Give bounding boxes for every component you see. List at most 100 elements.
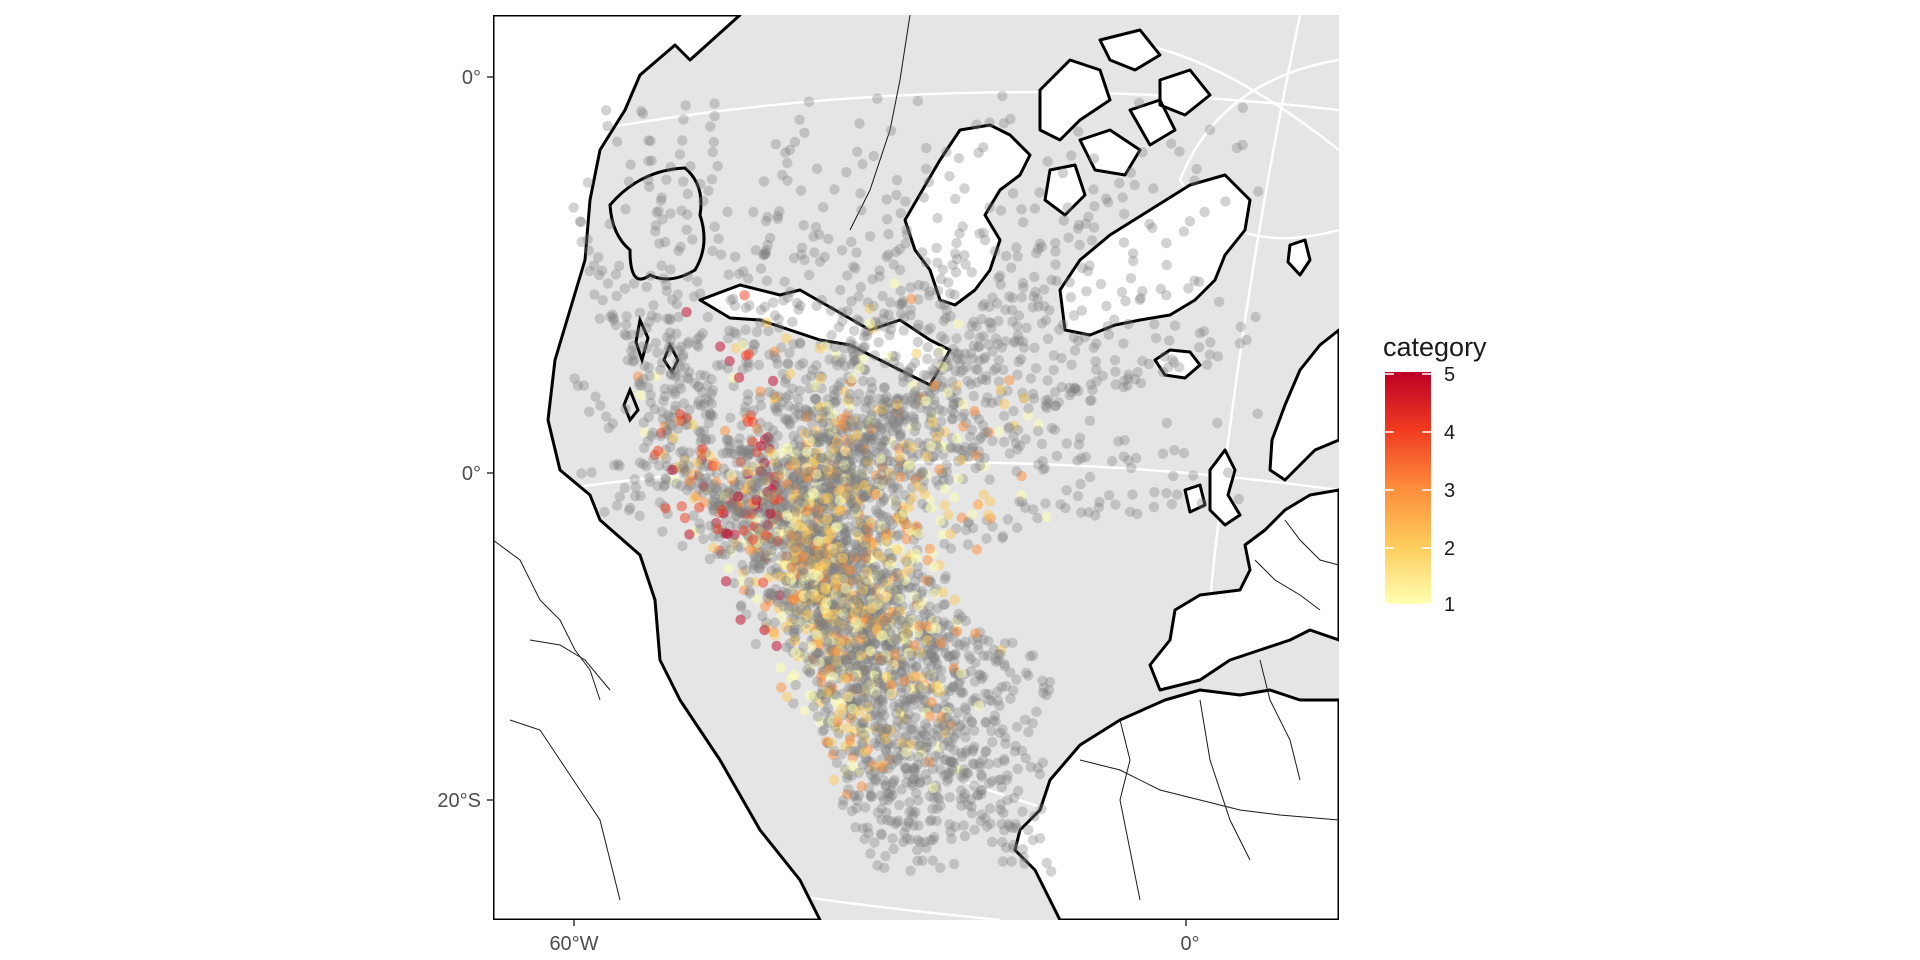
track-point (967, 353, 978, 364)
track-point (695, 369, 706, 381)
track-point (780, 622, 791, 633)
track-point (973, 700, 985, 711)
track-point (782, 454, 793, 465)
track-point (991, 298, 1003, 309)
track-point (908, 762, 920, 774)
track-point (656, 260, 667, 271)
track-point (943, 736, 954, 747)
track-point (674, 379, 685, 390)
map-panel[interactable] (493, 15, 1339, 920)
track-point (852, 146, 863, 157)
track-point (910, 385, 921, 397)
track-point (1044, 676, 1056, 688)
track-point (902, 628, 913, 640)
track-point (941, 776, 953, 787)
track-point (846, 420, 857, 432)
track-point (742, 416, 753, 427)
track-point (1178, 226, 1190, 237)
track-point (978, 650, 990, 661)
track-point (943, 631, 955, 643)
track-point (904, 834, 916, 845)
track-point (902, 769, 913, 780)
track-point (661, 453, 672, 464)
track-point (1132, 508, 1143, 519)
track-point (1017, 844, 1028, 855)
track-point (628, 278, 640, 289)
track-point (1137, 286, 1148, 297)
track-point (626, 345, 637, 357)
track-point (965, 378, 976, 390)
track-point (804, 667, 816, 678)
track-point (924, 576, 935, 588)
track-point (926, 668, 937, 679)
track-point (1237, 102, 1249, 114)
track-point (659, 383, 670, 394)
track-point (816, 677, 827, 688)
baffin-island (903, 123, 1032, 307)
track-point (858, 608, 869, 619)
track-point (944, 819, 955, 830)
track-point (901, 533, 912, 545)
track-point (947, 259, 958, 271)
track-point (898, 694, 910, 705)
track-point (917, 466, 928, 477)
track-point (892, 544, 903, 556)
track-point (665, 161, 676, 173)
track-point (675, 241, 686, 253)
track-point (919, 280, 930, 292)
track-point (1194, 342, 1205, 353)
track-point (976, 771, 988, 782)
track-point (949, 745, 960, 756)
track-point (735, 614, 746, 625)
track-point (726, 448, 737, 459)
track-point (1031, 706, 1042, 717)
track-point (909, 576, 921, 587)
track-point (673, 311, 684, 323)
track-point (802, 504, 813, 516)
track-point (854, 599, 865, 610)
track-point (941, 305, 952, 316)
track-point (732, 501, 743, 512)
track-point (984, 778, 995, 789)
track-point (716, 249, 727, 260)
track-point (1016, 204, 1027, 215)
track-point (1020, 434, 1031, 445)
track-point (769, 456, 781, 468)
track-point (658, 273, 669, 284)
track-point (1011, 721, 1023, 732)
track-point (644, 181, 655, 192)
track-point (764, 232, 776, 244)
track-point (899, 394, 911, 406)
track-point (607, 418, 619, 429)
track-point (905, 693, 916, 704)
track-point (849, 538, 861, 550)
track-point (1064, 277, 1075, 288)
track-point (866, 382, 878, 394)
track-point (1132, 366, 1143, 378)
track-point (869, 350, 880, 361)
track-point (929, 380, 940, 391)
track-point (773, 322, 785, 333)
track-point (999, 410, 1010, 422)
track-point (895, 428, 906, 439)
track-point (1123, 455, 1134, 466)
track-point (901, 224, 912, 235)
track-point (1194, 328, 1206, 339)
track-point (865, 645, 876, 657)
track-point (1038, 464, 1049, 475)
track-point (1000, 304, 1011, 315)
track-point (1032, 293, 1043, 305)
track-point (955, 793, 967, 805)
track-point (1110, 379, 1121, 390)
track-point (900, 196, 911, 207)
track-point (899, 661, 910, 672)
track-point (651, 207, 662, 218)
track-point (836, 749, 847, 760)
track-point (1097, 370, 1108, 382)
track-point (609, 460, 620, 471)
track-point (589, 289, 600, 300)
track-point (798, 551, 809, 562)
track-point (938, 599, 949, 610)
track-point (676, 341, 687, 352)
track-point (949, 492, 960, 503)
